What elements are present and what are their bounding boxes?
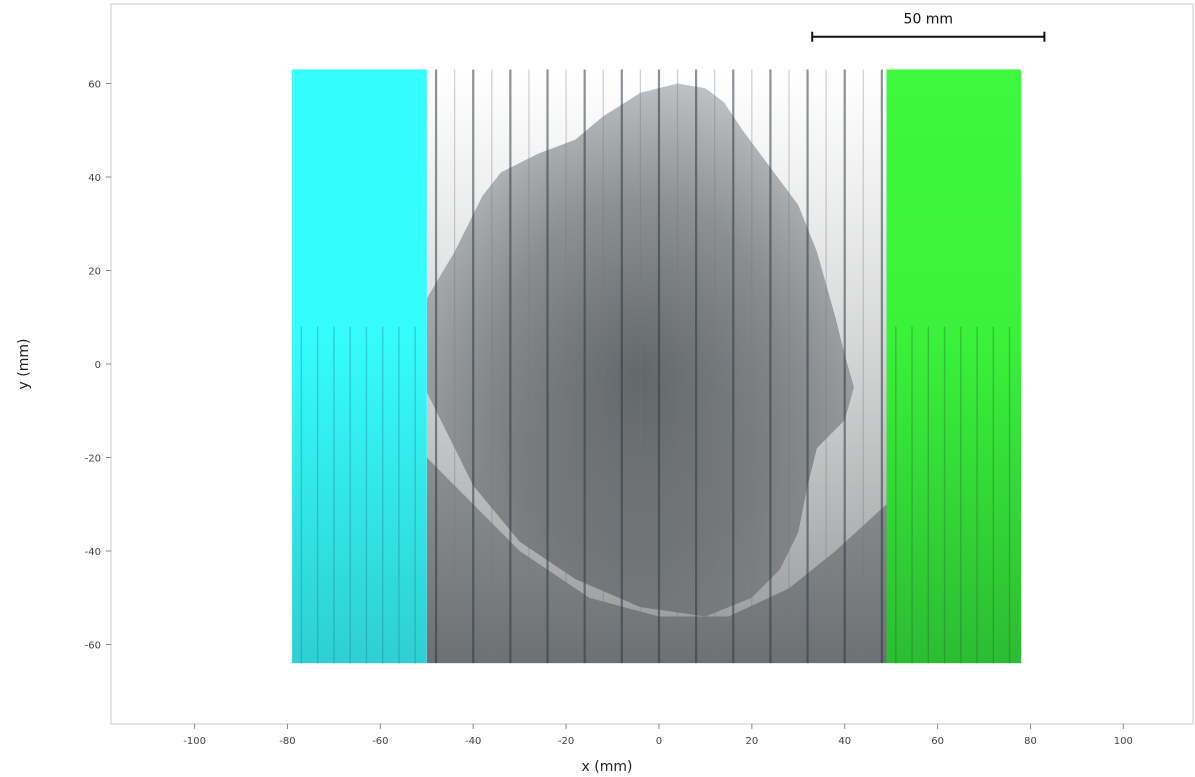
x-tick-label: 80 [1024,736,1037,747]
y-axis-title: y (mm) [16,339,32,390]
y-tick-label: -40 [85,547,101,558]
xray-image [427,69,887,663]
scale-bar: 50 mm [812,12,1044,42]
x-tick-label: -20 [558,736,574,747]
y-tick-label: 40 [88,173,101,184]
x-axis: -100 -80 -60 -40 -20 0 20 40 60 80 100 [183,724,1133,747]
right-green-overlay [887,69,1022,663]
x-tick-label: 100 [1114,736,1133,747]
y-tick-label: 0 [95,360,101,371]
x-tick-label: 0 [656,736,662,747]
x-tick-label: 40 [838,736,851,747]
y-tick-label: -60 [85,641,101,652]
x-tick-label: 20 [745,736,758,747]
x-axis-title: x (mm) [582,759,633,775]
scale-bar-label: 50 mm [904,12,954,28]
y-tick-label: -20 [85,454,101,465]
y-tick-label: 20 [88,266,101,277]
y-axis: 60 40 20 0 -20 -40 -60 [85,79,111,651]
x-tick-label: -40 [465,736,481,747]
x-tick-label: -60 [372,736,388,747]
x-tick-label: -80 [279,736,295,747]
left-cyan-overlay [292,69,427,663]
y-tick-label: 60 [88,79,101,90]
x-tick-label: -100 [183,736,206,747]
x-tick-label: 60 [931,736,944,747]
